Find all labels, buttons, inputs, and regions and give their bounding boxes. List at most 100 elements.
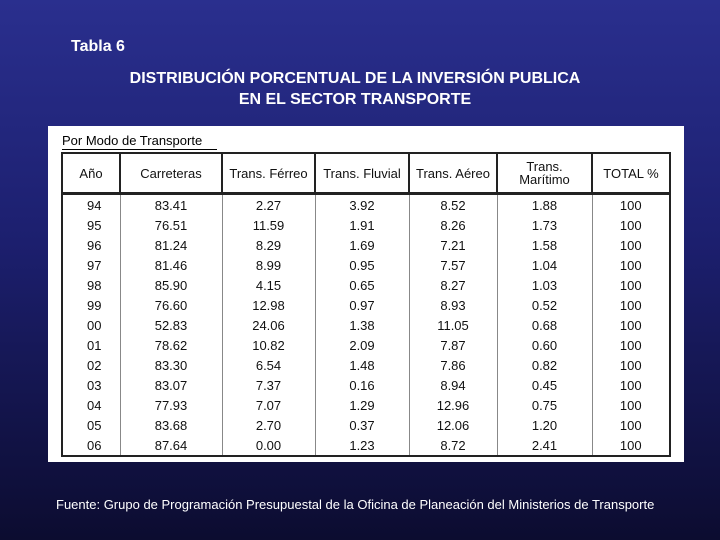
cell-maritime: 1.73 (496, 215, 593, 235)
cell-roads: 85.90 (119, 275, 223, 295)
cell-air: 8.72 (408, 435, 498, 457)
table-row: 06 87.64 0.00 1.23 8.72 2.41 100 (61, 435, 671, 457)
cell-total: 100 (591, 395, 671, 415)
col-header-rail: Trans. Férreo (221, 152, 316, 195)
cell-river: 2.09 (314, 335, 410, 355)
slide-title: DISTRIBUCIÓN PORCENTUAL DE LA INVERSIÓN … (90, 68, 620, 110)
cell-air: 7.57 (408, 255, 498, 275)
cell-rail: 4.15 (221, 275, 316, 295)
cell-rail: 24.06 (221, 315, 316, 335)
title-line-1: DISTRIBUCIÓN PORCENTUAL DE LA INVERSIÓN … (129, 70, 581, 87)
data-table: Año Carreteras Trans. Férreo Trans. Fluv… (61, 152, 671, 457)
col-header-river: Trans. Fluvial (314, 152, 410, 195)
cell-river: 1.23 (314, 435, 410, 457)
slide-label: Tabla 6 (71, 38, 125, 55)
cell-maritime: 1.04 (496, 255, 593, 275)
table-card: Por Modo de Transporte Año Carreteras Tr… (48, 126, 684, 462)
table-row: 01 78.62 10.82 2.09 7.87 0.60 100 (61, 335, 671, 355)
col-header-year: Año (61, 152, 121, 195)
cell-air: 8.93 (408, 295, 498, 315)
cell-roads: 76.60 (119, 295, 223, 315)
cell-rail: 0.00 (221, 435, 316, 457)
cell-maritime: 0.68 (496, 315, 593, 335)
cell-roads: 87.64 (119, 435, 223, 457)
cell-roads: 52.83 (119, 315, 223, 335)
cell-river: 0.16 (314, 375, 410, 395)
cell-rail: 6.54 (221, 355, 316, 375)
table-heading: Por Modo de Transporte (62, 133, 203, 148)
table-row: 02 83.30 6.54 1.48 7.86 0.82 100 (61, 355, 671, 375)
cell-air: 7.86 (408, 355, 498, 375)
cell-roads: 76.51 (119, 215, 223, 235)
cell-river: 0.95 (314, 255, 410, 275)
table-row: 95 76.51 11.59 1.91 8.26 1.73 100 (61, 215, 671, 235)
table-body: 94 83.41 2.27 3.92 8.52 1.88 100 95 76.51 11.59 1.… (61, 193, 671, 457)
cell-river: 1.91 (314, 215, 410, 235)
cell-total: 100 (591, 375, 671, 395)
cell-year: 94 (61, 193, 121, 215)
cell-rail: 2.70 (221, 415, 316, 435)
cell-total: 100 (591, 335, 671, 355)
header-row: Año Carreteras Trans. Férreo Trans. Fluv… (61, 152, 671, 195)
cell-total: 100 (591, 355, 671, 375)
cell-year: 04 (61, 395, 121, 415)
cell-year: 06 (61, 435, 121, 457)
table-row: 04 77.93 7.07 1.29 12.96 0.75 100 (61, 395, 671, 415)
cell-roads: 78.62 (119, 335, 223, 355)
cell-year: 97 (61, 255, 121, 275)
heading-underline (62, 149, 217, 150)
cell-river: 0.97 (314, 295, 410, 315)
cell-total: 100 (591, 295, 671, 315)
cell-maritime: 1.20 (496, 415, 593, 435)
table-row: 96 81.24 8.29 1.69 7.21 1.58 100 (61, 235, 671, 255)
cell-total: 100 (591, 275, 671, 295)
cell-year: 05 (61, 415, 121, 435)
cell-river: 1.38 (314, 315, 410, 335)
cell-rail: 8.29 (221, 235, 316, 255)
cell-air: 8.27 (408, 275, 498, 295)
cell-air: 8.94 (408, 375, 498, 395)
cell-total: 100 (591, 215, 671, 235)
cell-river: 1.29 (314, 395, 410, 415)
cell-maritime: 0.82 (496, 355, 593, 375)
cell-rail: 7.37 (221, 375, 316, 395)
table-row: 94 83.41 2.27 3.92 8.52 1.88 100 (61, 193, 671, 215)
cell-air: 8.52 (408, 193, 498, 215)
cell-year: 03 (61, 375, 121, 395)
cell-roads: 77.93 (119, 395, 223, 415)
cell-air: 7.87 (408, 335, 498, 355)
cell-maritime: 0.75 (496, 395, 593, 415)
cell-year: 99 (61, 295, 121, 315)
cell-year: 01 (61, 335, 121, 355)
table-row: 98 85.90 4.15 0.65 8.27 1.03 100 (61, 275, 671, 295)
table-row: 05 83.68 2.70 0.37 12.06 1.20 100 (61, 415, 671, 435)
cell-river: 0.37 (314, 415, 410, 435)
col-header-roads: Carreteras (119, 152, 223, 195)
cell-roads: 83.07 (119, 375, 223, 395)
cell-year: 95 (61, 215, 121, 235)
cell-air: 7.21 (408, 235, 498, 255)
cell-rail: 2.27 (221, 193, 316, 215)
source-note: Fuente: Grupo de Programación Presupuest… (56, 497, 655, 512)
table-row: 97 81.46 8.99 0.95 7.57 1.04 100 (61, 255, 671, 275)
cell-roads: 83.41 (119, 193, 223, 215)
col-header-total: TOTAL % (591, 152, 671, 195)
cell-total: 100 (591, 415, 671, 435)
cell-total: 100 (591, 193, 671, 215)
cell-rail: 12.98 (221, 295, 316, 315)
cell-maritime: 0.60 (496, 335, 593, 355)
cell-air: 8.26 (408, 215, 498, 235)
title-line-2: EN EL SECTOR TRANSPORTE (238, 91, 472, 108)
cell-air: 12.96 (408, 395, 498, 415)
cell-maritime: 2.41 (496, 435, 593, 457)
cell-maritime: 1.88 (496, 193, 593, 215)
table-row: 99 76.60 12.98 0.97 8.93 0.52 100 (61, 295, 671, 315)
cell-maritime: 0.52 (496, 295, 593, 315)
cell-river: 1.69 (314, 235, 410, 255)
cell-air: 11.05 (408, 315, 498, 335)
table-row: 00 52.83 24.06 1.38 11.05 0.68 100 (61, 315, 671, 335)
cell-rail: 10.82 (221, 335, 316, 355)
cell-rail: 8.99 (221, 255, 316, 275)
cell-maritime: 1.58 (496, 235, 593, 255)
table-row: 03 83.07 7.37 0.16 8.94 0.45 100 (61, 375, 671, 395)
